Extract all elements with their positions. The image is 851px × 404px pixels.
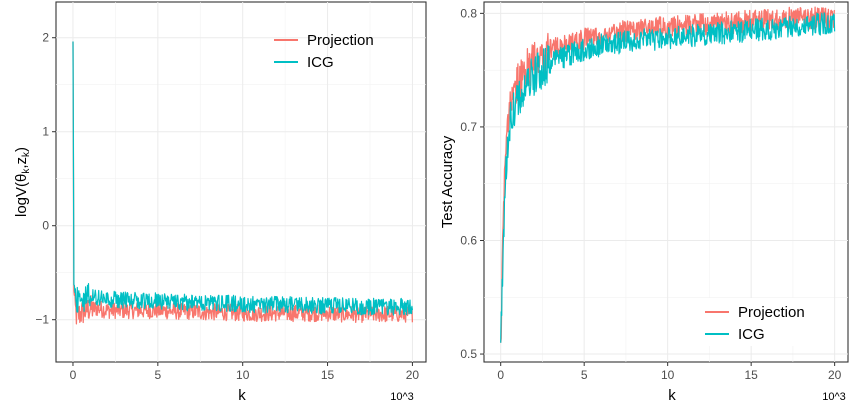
series-line-icg	[72, 41, 413, 316]
series-line-projection	[72, 41, 414, 325]
y-tick-label: 0.5	[460, 347, 477, 361]
right-x-scale-note: 10^3	[822, 391, 846, 403]
left-legend-label-icg: ICG	[307, 54, 334, 71]
left-legend-label-projection: Projection	[307, 32, 374, 49]
x-tick-label: 10	[236, 368, 250, 382]
x-tick-label: 5	[581, 368, 588, 382]
left-legend: Projection ICG	[274, 32, 374, 71]
y-tick-label: 0	[42, 219, 49, 233]
y-tick-label: 1	[42, 125, 49, 139]
y-tick-label: −1	[35, 313, 49, 327]
y-tick-label: 0.8	[460, 6, 477, 20]
x-tick-label: 5	[154, 368, 161, 382]
x-tick-label: 20	[828, 368, 842, 382]
left-axis-ticks: 0 5 10 15 20 −1 0 1 2	[35, 31, 419, 382]
left-y-axis-title: logV(θk,zk)	[13, 147, 32, 217]
y-tick-label: 2	[42, 31, 49, 45]
right-legend-label-icg: ICG	[738, 326, 765, 343]
left-x-scale-note: 10^3	[390, 391, 414, 403]
right-legend-box	[698, 298, 831, 346]
series-line-projection	[500, 6, 836, 343]
right-x-axis-title: k	[668, 387, 676, 404]
right-series-lines	[500, 6, 836, 343]
right-axis-ticks: 0 5 10 15 20 0.5 0.6 0.7 0.8	[460, 6, 841, 382]
left-x-axis-title: k	[238, 387, 246, 404]
y-tick-label: 0.6	[460, 233, 477, 247]
right-legend-label-projection: Projection	[738, 304, 805, 321]
x-tick-label: 15	[744, 368, 758, 382]
series-line-icg	[500, 12, 836, 343]
right-chart: 0 5 10 15 20 0.5 0.6 0.7 0.8 k 10^3 Test Accurac…	[439, 1, 849, 404]
right-y-axis-title: Test Accuracy	[439, 135, 456, 228]
x-tick-label: 0	[497, 368, 504, 382]
x-tick-label: 20	[406, 368, 420, 382]
x-tick-label: 0	[70, 368, 77, 382]
left-gridlines	[56, 2, 426, 362]
left-chart: 0 5 10 15 20 −1 0 1 2 k 10^3 logV(θk,zk) Project…	[13, 1, 427, 404]
right-legend: Projection ICG	[698, 298, 831, 346]
x-tick-label: 15	[321, 368, 335, 382]
y-tick-label: 0.7	[460, 120, 477, 134]
x-tick-label: 10	[661, 368, 675, 382]
left-series-lines	[72, 41, 414, 325]
